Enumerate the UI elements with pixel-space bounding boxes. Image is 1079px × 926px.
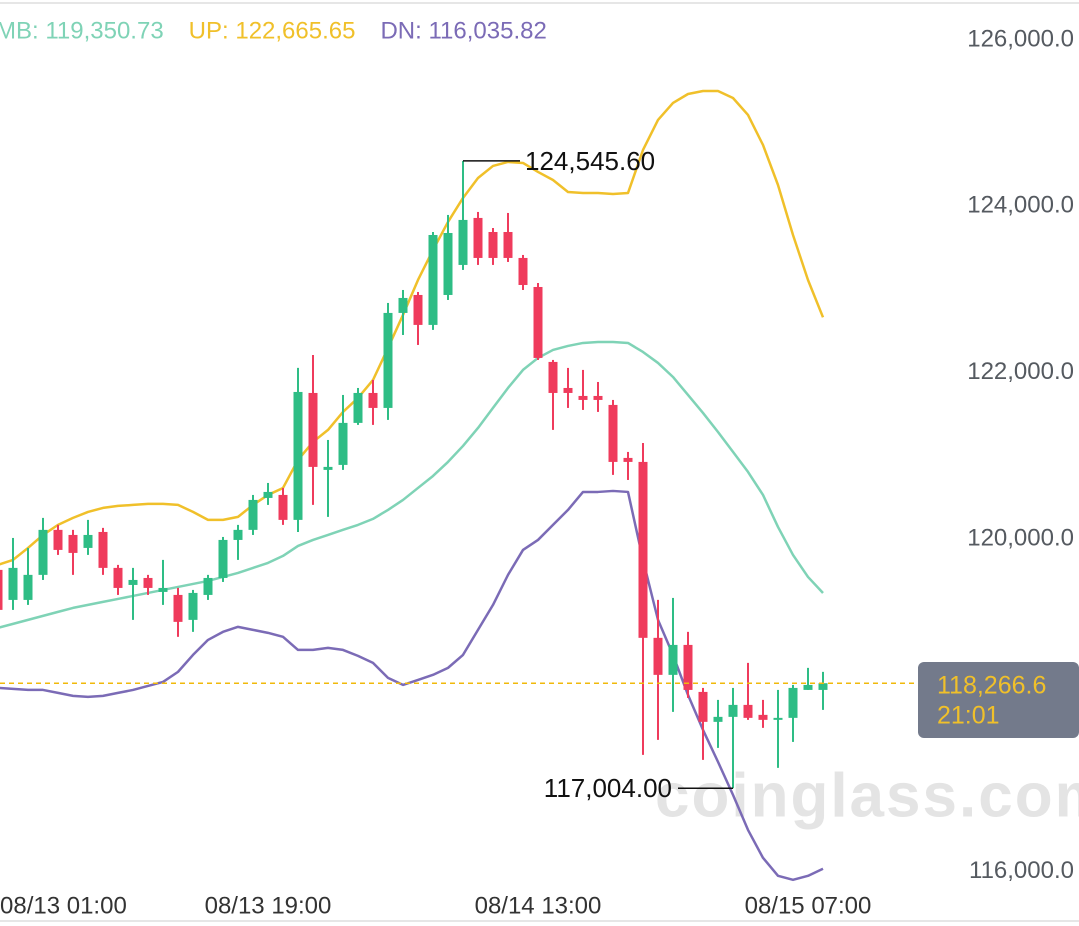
x-tick-label: 08/14 13:00 xyxy=(475,892,602,919)
candle-body xyxy=(98,531,108,568)
candle-body xyxy=(113,567,123,588)
price-tag-time: 21:01 xyxy=(937,702,1000,730)
annotation-label: 124,545.60 xyxy=(525,146,655,176)
candle-body xyxy=(488,231,498,258)
candle-body xyxy=(308,392,318,467)
y-tick-label: 126,000.0 xyxy=(967,25,1074,52)
candle-body xyxy=(623,457,633,462)
price-tag xyxy=(918,662,1079,738)
candle-body xyxy=(578,395,588,400)
candle-body xyxy=(758,714,768,720)
candle-body xyxy=(158,587,168,592)
legend-entry: MB: 119,350.73 xyxy=(0,17,164,44)
candle-body xyxy=(248,499,258,530)
candle-body xyxy=(368,392,378,408)
legend-entry: DN: 116,035.82 xyxy=(380,17,546,44)
x-tick-label: 08/15 07:00 xyxy=(745,892,872,919)
candle-body xyxy=(668,644,678,675)
candle-body xyxy=(203,577,213,595)
candle-body xyxy=(443,232,453,295)
candle-body xyxy=(68,534,78,553)
candle-body xyxy=(0,569,3,610)
candle-body xyxy=(518,257,528,285)
y-tick-label: 122,000.0 xyxy=(967,358,1074,385)
candle-body xyxy=(533,286,543,358)
candle-body xyxy=(218,539,228,578)
candle-body xyxy=(728,704,738,717)
candle-body xyxy=(278,494,288,520)
legend: MB: 119,350.73 UP: 122,665.65 DN: 116,035.… xyxy=(0,17,547,44)
price-tag-value: 118,266.6 xyxy=(937,672,1046,700)
legend-entry: UP: 122,665.65 xyxy=(189,17,356,44)
candle-body xyxy=(638,461,648,638)
candle-body xyxy=(53,529,63,550)
candle-body xyxy=(743,704,753,718)
candle-body xyxy=(173,594,183,622)
candle-body xyxy=(188,592,198,620)
y-tick-label: 116,000.0 xyxy=(969,857,1074,884)
candles xyxy=(0,160,828,789)
candle-body xyxy=(713,716,723,722)
candle-body xyxy=(233,529,243,540)
candle-body xyxy=(653,637,663,675)
candle-body xyxy=(353,392,363,423)
candle-body xyxy=(8,567,18,600)
candle-body xyxy=(698,691,708,722)
candle-body xyxy=(773,717,783,720)
y-tick-label: 120,000.0 xyxy=(967,524,1074,551)
candle-body xyxy=(338,422,348,465)
candle-body xyxy=(458,219,468,265)
y-tick-label: 124,000.0 xyxy=(967,192,1074,219)
candle-body xyxy=(548,361,558,393)
candle-body xyxy=(38,529,48,575)
x-tick-label: 08/13 01:00 xyxy=(0,892,127,919)
candle-body xyxy=(818,683,828,690)
candle-body xyxy=(263,491,273,498)
candle-body xyxy=(473,217,483,258)
candle-body xyxy=(23,574,33,600)
candle-body xyxy=(398,297,408,313)
candle-body xyxy=(323,466,333,470)
candle-body xyxy=(413,294,423,325)
band-line xyxy=(0,340,824,629)
candle-body xyxy=(788,687,798,718)
candle-body xyxy=(143,577,153,588)
candle-body xyxy=(383,312,393,408)
candle-body xyxy=(128,579,138,585)
candle-body xyxy=(293,391,303,520)
candle-body xyxy=(593,395,603,400)
candle-body xyxy=(608,404,618,462)
candle-body xyxy=(563,387,573,393)
watermark: coinglass.com xyxy=(655,761,1079,830)
x-tick-label: 08/13 19:00 xyxy=(205,892,332,919)
candle-body xyxy=(503,231,513,258)
annotation-label: 117,004.00 xyxy=(544,773,672,803)
candle-body xyxy=(428,234,438,325)
candle-body xyxy=(83,534,93,548)
candle-body xyxy=(683,644,693,690)
candle-body xyxy=(803,684,813,690)
band-line xyxy=(0,89,825,566)
